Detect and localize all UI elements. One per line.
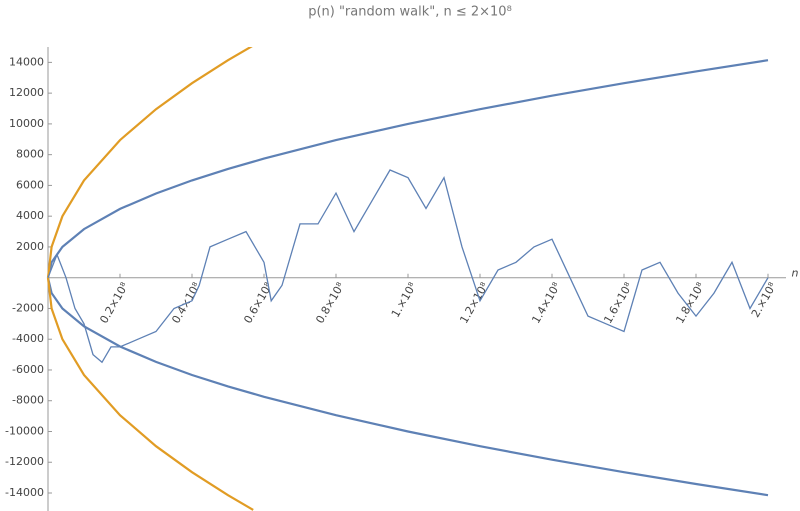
series-line — [46, 47, 253, 278]
x-tick-label: 1.4×10⁸ — [529, 280, 563, 326]
x-tick-label: 1.×10⁸ — [389, 280, 420, 320]
x-tick-label: 1.8×10⁸ — [673, 280, 707, 326]
chart-title: p(n) "random walk", n ≤ 2×10⁸ — [308, 5, 512, 20]
series-line — [46, 277, 769, 497]
y-tick-label: 4000 — [16, 209, 44, 222]
y-tick-label: 8000 — [16, 148, 44, 161]
x-tick-label: 0.6×10⁸ — [241, 280, 275, 326]
y-tick-label: -6000 — [12, 363, 44, 376]
x-axis-label: n — [792, 267, 799, 280]
y-tick-label: -8000 — [12, 394, 44, 407]
y-tick-label: 2000 — [16, 240, 44, 253]
x-tick-label: 1.2×10⁸ — [457, 280, 491, 326]
y-tick-label: -2000 — [12, 301, 44, 314]
y-tick-label: 12000 — [9, 86, 44, 99]
series-line — [47, 169, 769, 364]
y-tick-label: 10000 — [9, 117, 44, 130]
y-tick-label: -4000 — [12, 332, 44, 345]
y-tick-label: -12000 — [5, 455, 44, 468]
y-tick-label: 6000 — [16, 178, 44, 191]
y-tick-label: 14000 — [9, 55, 44, 68]
y-tick-label: -14000 — [5, 486, 44, 499]
x-tick-label: 1.6×10⁸ — [601, 280, 635, 326]
series-line — [46, 277, 254, 511]
series-line — [46, 59, 769, 278]
y-tick-label: -10000 — [5, 424, 44, 437]
x-tick-label: 0.2×10⁸ — [97, 280, 131, 326]
x-tick-label: 2.×10⁸ — [749, 280, 780, 320]
x-tick-label: 0.8×10⁸ — [313, 280, 347, 326]
